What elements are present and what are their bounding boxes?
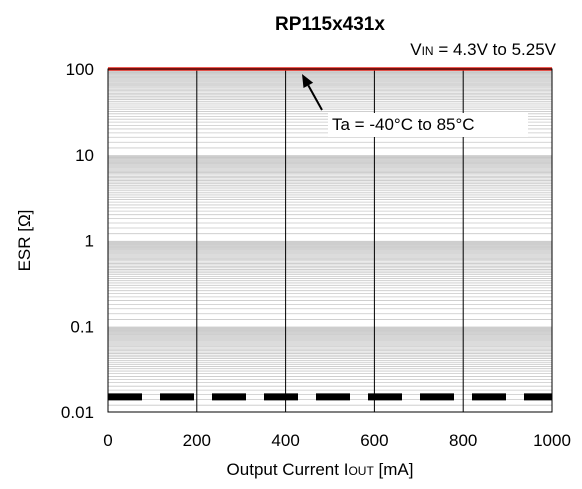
annotation-background [328,113,528,137]
x-tick-label: 1000 [533,431,571,450]
y-tick-label: 0.01 [61,403,94,422]
y-tick-label: 0.1 [70,317,94,336]
condition-label: VIN = 4.3V to 5.25V [410,40,556,59]
condition-suffix: = 4.3V to 5.25V [434,40,557,59]
plot-frame [107,68,553,413]
condition-prefix: V [410,40,422,59]
annotation-text: Ta = -40°C to 85°C [332,115,475,134]
x-tick-label: 600 [360,431,388,450]
tick-labels: 0 200 400 600 800 1000 0.01 0.1 1 10 100 [61,60,571,450]
y-tick-label: 100 [66,60,94,79]
annotation: Ta = -40°C to 85°C [302,74,528,137]
x-axis-label-suffix: [mA] [374,460,414,479]
x-axis-label-subscript: OUT [348,464,374,478]
x-axis-label: Output Current IOUT [mA] [227,460,414,479]
x-tick-label: 800 [449,431,477,450]
condition-subscript: IN [422,44,434,58]
annotation-arrow [307,84,323,111]
x-tick-label: 200 [183,431,211,450]
x-tick-label: 400 [271,431,299,450]
chart-title: RP115x431x [275,14,385,35]
y-axis-label: ESR [Ω] [15,210,34,272]
annotation-arrowhead [302,74,314,89]
y-tick-label: 10 [75,146,94,165]
x-axis-label-prefix: Output Current I [227,460,349,479]
x-tick-label: 0 [103,431,112,450]
y-tick-label: 1 [85,232,94,251]
